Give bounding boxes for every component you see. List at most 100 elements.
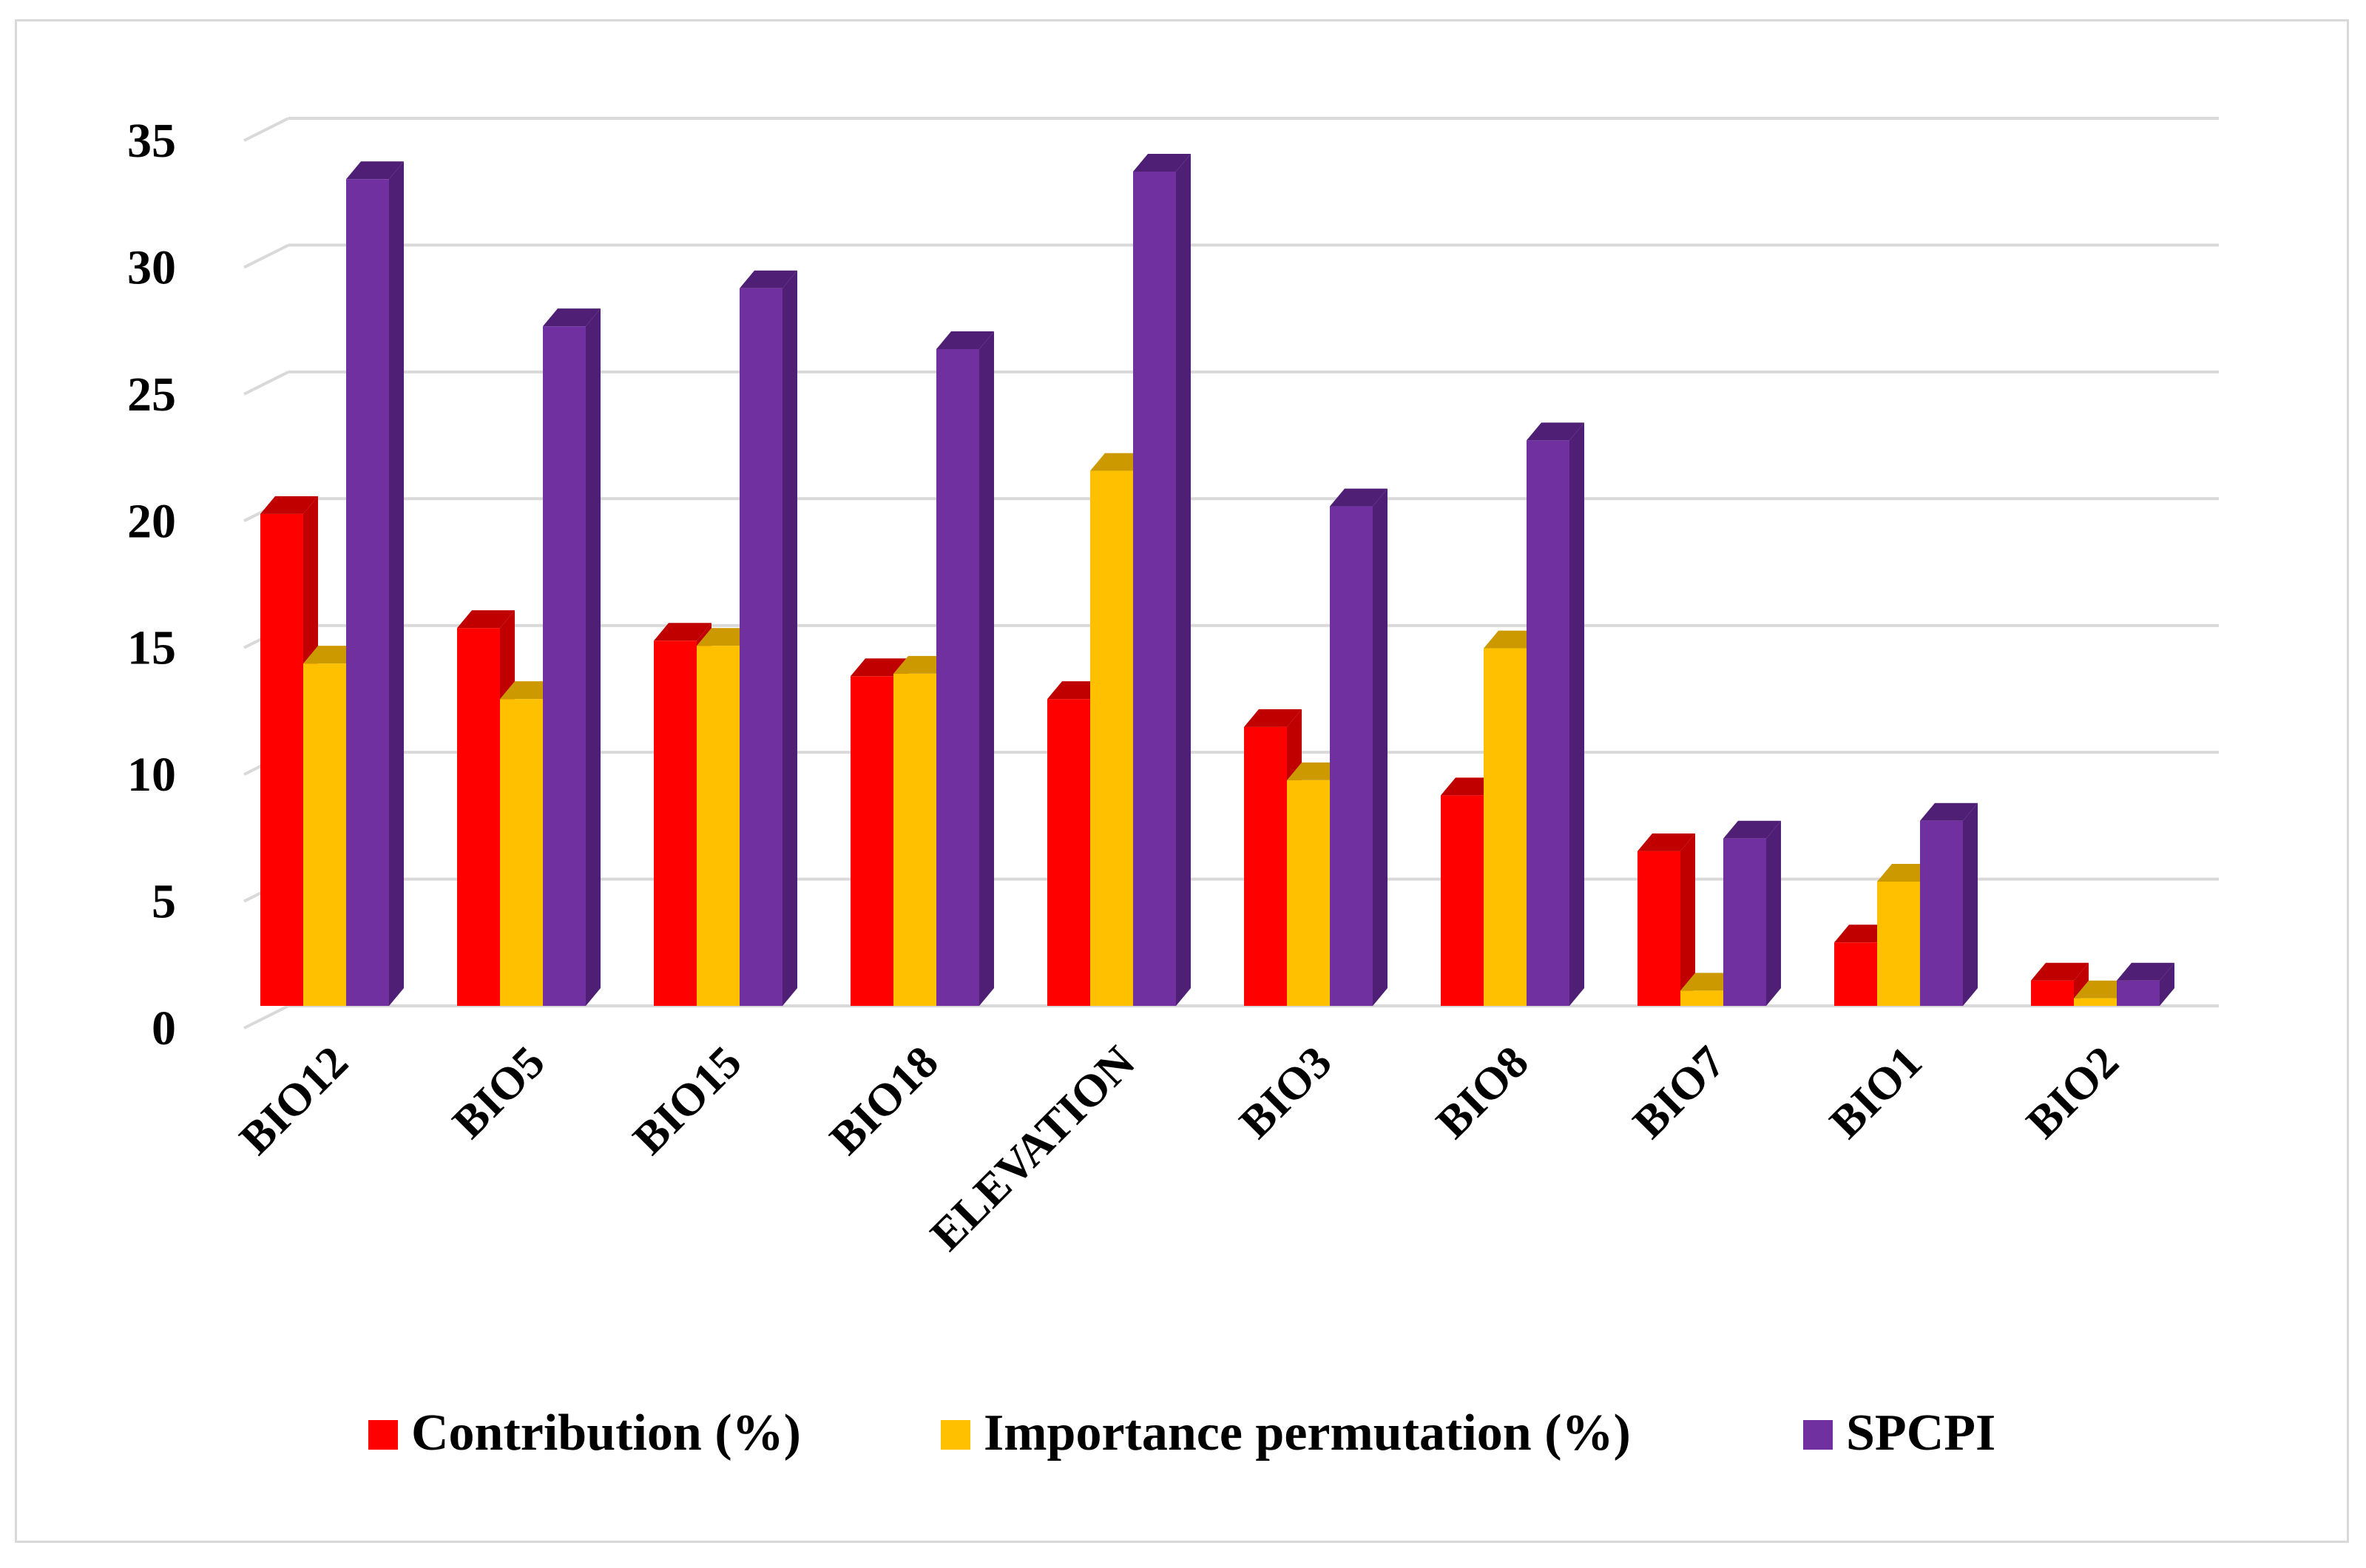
legend-label: Contribution (%) [411, 1405, 801, 1461]
bar-front [1441, 795, 1484, 1006]
bar-top [1330, 488, 1388, 507]
legend-item: Importance permutation (%) [941, 1405, 1631, 1461]
bar-side [1373, 488, 1388, 1006]
gridline-diag [243, 1004, 289, 1030]
x-tick-label: BIO5 [443, 1037, 554, 1148]
bar-bio18-2 [936, 331, 994, 1006]
bar-elevation-2 [1133, 154, 1191, 1006]
bar-front [346, 179, 389, 1006]
y-tick-label: 0 [152, 1001, 176, 1055]
bar-top [740, 270, 797, 288]
bar-side [1680, 833, 1695, 1006]
bar-bio8-2 [1527, 422, 1584, 1006]
bar-front [1877, 882, 1920, 1006]
x-tick-label: BIO2 [2017, 1037, 2128, 1148]
legend-swatch [368, 1420, 398, 1450]
bar-front [697, 646, 740, 1006]
bar-top [346, 161, 404, 180]
bar-front [1723, 838, 1766, 1006]
bar-side [1176, 154, 1191, 1006]
bars [260, 154, 2174, 1007]
bar-top [260, 496, 318, 514]
x-tick-label: BIO12 [230, 1037, 357, 1164]
bar-top [1133, 154, 1191, 172]
y-tick-label: 15 [127, 621, 176, 675]
y-tick-label: 35 [127, 114, 176, 168]
bar-top [936, 331, 994, 349]
bar-side [1963, 802, 1978, 1006]
bar-top [851, 658, 908, 677]
gridline-diag [243, 243, 289, 269]
bar-side [1569, 422, 1584, 1006]
bar-front [893, 673, 936, 1006]
bar-bio7-2 [1723, 820, 1781, 1006]
bar-front [2117, 980, 2160, 1006]
legend-swatch [941, 1420, 970, 1450]
bar-top [654, 623, 712, 641]
bar-side [1766, 820, 1781, 1006]
bar-side [389, 161, 404, 1006]
bar-front [1133, 172, 1176, 1006]
bar-front [936, 349, 979, 1006]
bar-front [1244, 726, 1287, 1006]
bar-front [851, 676, 893, 1006]
bar-top [543, 308, 601, 327]
legend-item: SPCPI [1803, 1405, 1995, 1461]
gridline-diag [243, 117, 289, 142]
legend-label: Importance permutation (%) [984, 1405, 1631, 1461]
bar-front [1484, 648, 1527, 1006]
legend-item: Contribution (%) [368, 1405, 801, 1461]
bar-front [260, 513, 303, 1006]
y-tick-label: 5 [152, 875, 176, 929]
bar-front [1920, 820, 1963, 1006]
bar-front [1047, 699, 1090, 1006]
bar-bio15-2 [740, 270, 797, 1006]
bar-front [500, 699, 543, 1006]
bar-front [1090, 470, 1133, 1006]
bar-front [1834, 942, 1877, 1006]
bar-front [1680, 990, 1723, 1006]
bar-top [1244, 709, 1302, 727]
bar-front [1330, 506, 1373, 1006]
x-tick-label: BIO3 [1230, 1037, 1341, 1148]
x-tick-label: BIO1 [1820, 1037, 1931, 1148]
bar-front [740, 288, 783, 1006]
bar-side [979, 331, 994, 1006]
bar-side [2160, 962, 2174, 1006]
bar-bio3-2 [1330, 488, 1388, 1006]
y-tick-label: 10 [127, 748, 176, 802]
x-tick-label: BIO18 [820, 1037, 947, 1164]
bar-front [2074, 998, 2117, 1006]
y-tick-label: 30 [127, 240, 176, 294]
y-tick-label: 20 [127, 494, 176, 548]
bar-side [783, 270, 797, 1006]
bar-front [1287, 780, 1330, 1006]
bar-front [543, 326, 586, 1007]
bar-front [1527, 440, 1569, 1006]
y-axis-ticks: 0 5 10 15 20 25 30 35 [127, 114, 176, 1055]
y-tick-label: 25 [127, 368, 176, 422]
gridline-diag [243, 371, 289, 396]
bar-top [1920, 802, 1978, 821]
bar-front [654, 641, 697, 1006]
bar-front [1637, 851, 1680, 1006]
bar-front [303, 663, 346, 1006]
bar-bio5-2 [543, 308, 601, 1007]
bar-bio1-2 [1920, 802, 1978, 1006]
bar-bio2-2 [2117, 962, 2174, 1006]
bar-top [457, 610, 515, 629]
x-tick-label: ELEVATION [921, 1037, 1144, 1260]
bar-top [2117, 962, 2174, 981]
legend-label: SPCPI [1846, 1405, 1995, 1461]
bar-side [586, 308, 601, 1007]
bar-top [1637, 833, 1695, 851]
bar-top [1723, 820, 1781, 839]
bar-front [2031, 980, 2074, 1006]
bar-bio12-2 [346, 161, 404, 1006]
bar-top [1527, 422, 1584, 441]
bar-top [2031, 962, 2089, 981]
x-tick-label: BIO7 [1623, 1037, 1734, 1148]
x-tick-label: BIO15 [623, 1037, 751, 1164]
